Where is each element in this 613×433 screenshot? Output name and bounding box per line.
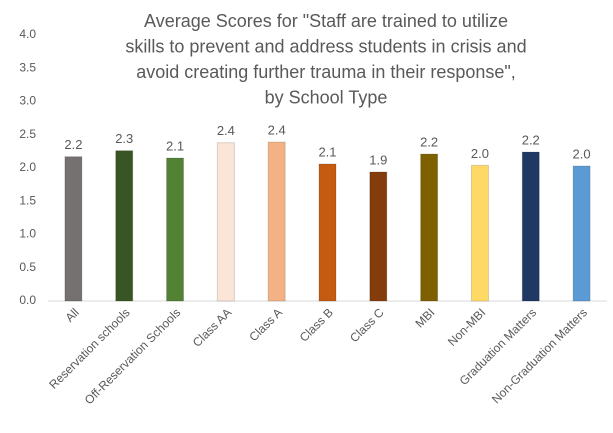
bar <box>166 157 185 302</box>
chart-title: avoid creating further trauma in their r… <box>136 62 516 82</box>
value-label: 2.2 <box>64 137 82 152</box>
bar <box>521 151 540 302</box>
value-label: 2.0 <box>573 146 591 161</box>
value-label: 2.4 <box>268 123 286 138</box>
bar <box>420 153 439 302</box>
value-label: 2.2 <box>420 134 438 149</box>
value-label: 2.4 <box>217 123 235 138</box>
y-tick-label: 3.0 <box>19 94 36 108</box>
value-label: 1.9 <box>369 152 387 167</box>
y-tick-label: 0.5 <box>19 260 36 274</box>
chart-title: Average Scores for "Staff are trained to… <box>144 11 508 31</box>
bar <box>115 150 134 302</box>
y-tick-label: 2.0 <box>19 160 36 174</box>
value-label: 2.0 <box>471 146 489 161</box>
value-label: 2.2 <box>522 132 540 147</box>
chart-title: by School Type <box>265 87 388 107</box>
bar <box>318 163 337 302</box>
bar <box>470 164 489 302</box>
value-label: 2.1 <box>318 144 336 159</box>
value-label: 2.1 <box>166 138 184 153</box>
value-label: 2.3 <box>115 131 133 146</box>
bar <box>267 141 286 302</box>
bar <box>216 142 235 302</box>
bar <box>369 171 388 302</box>
chart-title: skills to prevent and address students i… <box>125 36 526 56</box>
y-tick-label: 3.5 <box>19 60 36 74</box>
bar <box>572 165 591 302</box>
y-tick-label: 2.5 <box>19 127 36 141</box>
y-tick-label: 1.0 <box>19 227 36 241</box>
y-tick-label: 4.0 <box>19 27 36 41</box>
y-tick-label: 1.5 <box>19 193 36 207</box>
y-tick-label: 0.0 <box>19 293 36 307</box>
bar <box>64 156 83 302</box>
